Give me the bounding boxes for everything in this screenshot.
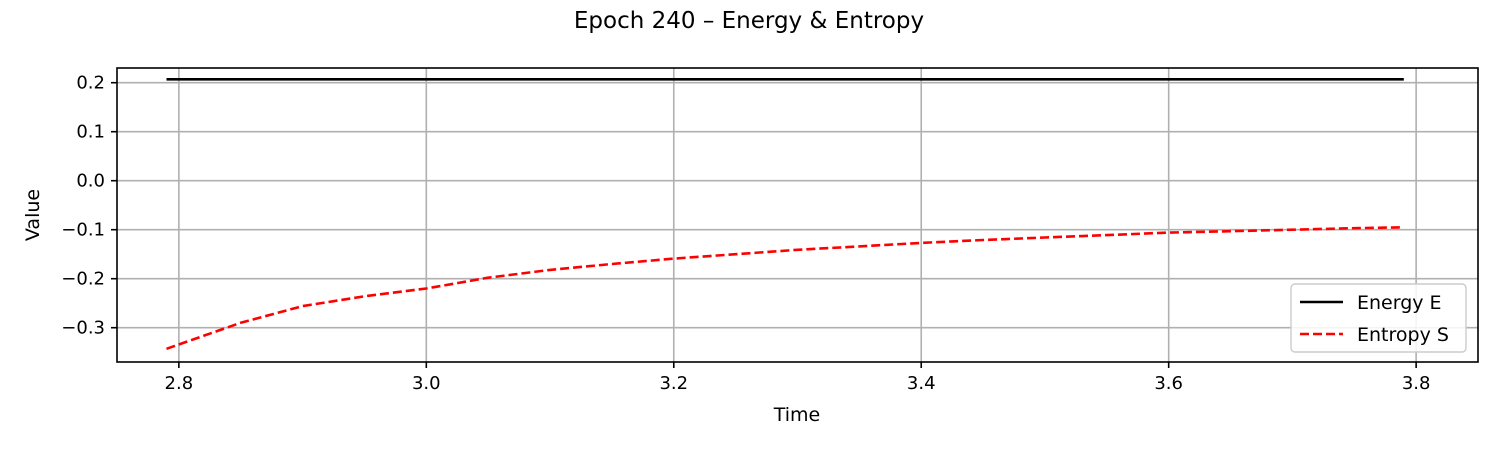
y-tick-label: −0.1: [61, 220, 105, 241]
x-tick-label: 3.6: [1154, 373, 1183, 394]
y-tick-label: 0.1: [76, 122, 105, 143]
plot-series: [166, 78, 1404, 351]
legend: Energy E Entropy S: [1290, 283, 1467, 353]
series-line-entropy: [166, 226, 1404, 351]
y-tick-label: −0.2: [61, 269, 105, 290]
chart-title: Epoch 240 – Energy & Entropy: [574, 8, 924, 34]
legend-label-energy: Energy E: [1357, 292, 1442, 314]
y-tick-label: 0.2: [76, 73, 105, 94]
legend-label-entropy: Entropy S: [1357, 324, 1449, 346]
y-tick-label: 0.0: [76, 171, 105, 192]
y-axis-ticks: 0.2 0.1 0.0 −0.1 −0.2 −0.3: [61, 73, 117, 339]
x-axis-label: Time: [773, 404, 821, 426]
x-tick-label: 3.4: [907, 373, 936, 394]
y-axis-label: Value: [22, 189, 44, 241]
x-tick-label: 3.2: [659, 373, 688, 394]
grid: [117, 68, 1478, 362]
x-tick-label: 3.0: [412, 373, 441, 394]
x-tick-label: 3.8: [1402, 373, 1431, 394]
plot-frame: [116, 67, 1479, 363]
x-axis-ticks: 2.8 3.0 3.2 3.4 3.6 3.8: [165, 362, 1431, 394]
y-tick-label: −0.3: [61, 318, 105, 339]
x-tick-label: 2.8: [165, 373, 194, 394]
